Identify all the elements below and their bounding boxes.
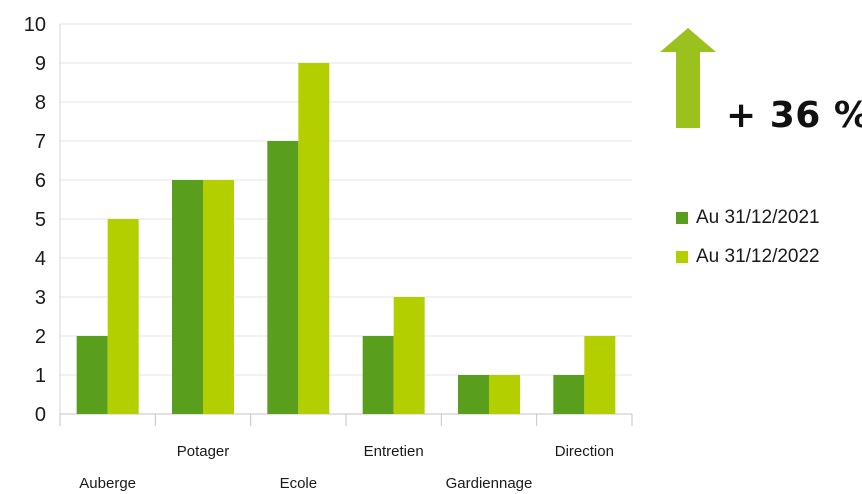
bar: [489, 375, 520, 414]
y-tick-label: 0: [35, 404, 46, 426]
gridlines: [60, 23, 632, 376]
bar: [203, 180, 234, 414]
legend-label-2021: Au 31/12/2021: [696, 207, 820, 228]
legend: Au 31/12/2021 Au 31/12/2022: [676, 206, 820, 284]
bar: [172, 180, 203, 414]
bar: [393, 297, 425, 414]
y-tick-label: 7: [35, 131, 46, 153]
y-tick-label: 10: [24, 14, 46, 36]
x-category-label: Potager: [177, 443, 230, 460]
x-category-label: Auberge: [79, 475, 136, 492]
x-category-label: Entretien: [364, 443, 424, 460]
bar: [458, 375, 489, 414]
legend-item-2021: Au 31/12/2021: [676, 206, 820, 230]
axes: [59, 24, 633, 426]
y-tick-label: 1: [35, 365, 46, 387]
x-category-label: Gardiennage: [446, 475, 533, 492]
legend-label-2022: Au 31/12/2022: [696, 246, 820, 267]
bar: [553, 375, 585, 414]
bars: [76, 63, 616, 414]
y-tick-label: 2: [35, 326, 46, 348]
y-tick-label: 5: [35, 209, 46, 231]
bar: [267, 141, 299, 414]
y-tick-label: 8: [35, 92, 46, 114]
legend-swatch-2021: [676, 212, 688, 224]
x-category-label: Direction: [555, 443, 614, 460]
y-tick-labels: 0 1 2 3 4 5 6 7 8 9 10: [24, 14, 46, 426]
y-tick-label: 3: [35, 287, 46, 309]
bar: [584, 336, 616, 414]
bar: [107, 219, 139, 414]
legend-swatch-2022: [676, 251, 688, 263]
x-category-label: Ecole: [280, 475, 318, 492]
change-percentage: + 36 %: [726, 95, 862, 136]
y-tick-label: 9: [35, 53, 46, 75]
legend-item-2022: Au 31/12/2022: [676, 245, 820, 269]
bar: [76, 336, 108, 414]
y-tick-label: 6: [35, 170, 46, 192]
x-category-labels: Auberge Potager Ecole Entretien Gardiennage D…: [79, 443, 614, 492]
bar: [362, 336, 394, 414]
y-tick-label: 4: [35, 248, 46, 270]
arrow-up-icon: [660, 28, 716, 128]
bar: [298, 63, 330, 414]
